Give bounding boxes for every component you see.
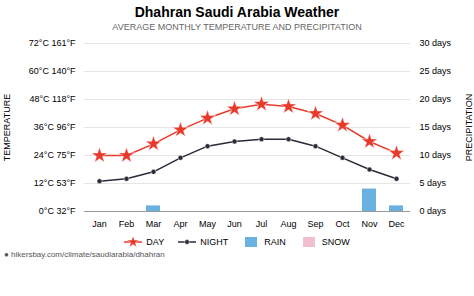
- svg-text:Sep: Sep: [307, 219, 323, 229]
- svg-text:Aug: Aug: [280, 219, 296, 229]
- svg-text:20 days: 20 days: [420, 94, 452, 104]
- svg-text:Apr: Apr: [173, 219, 187, 229]
- svg-text:Dec: Dec: [388, 219, 405, 229]
- svg-text:TEMPERATURE: TEMPERATURE: [2, 94, 12, 161]
- svg-text:Jul: Jul: [256, 219, 268, 229]
- svg-text:25 days: 25 days: [420, 66, 452, 76]
- svg-text:60°C 140°F: 60°C 140°F: [29, 66, 76, 76]
- svg-text:May: May: [199, 219, 217, 229]
- svg-text:Oct: Oct: [335, 219, 350, 229]
- svg-text:0 days: 0 days: [420, 206, 447, 216]
- html-text:DAY: DAY: [146, 237, 165, 247]
- svg-text:48°C 118°F: 48°C 118°F: [29, 94, 76, 104]
- svg-text:Feb: Feb: [119, 219, 135, 229]
- svg-text:30 days: 30 days: [420, 38, 452, 48]
- svg-text:Jun: Jun: [227, 219, 242, 229]
- html-text:NIGHT: NIGHT: [200, 237, 229, 247]
- svg-text:10 days: 10 days: [420, 150, 452, 160]
- svg-text:Mar: Mar: [146, 219, 162, 229]
- svg-text:PRECIPITATION: PRECIPITATION: [464, 94, 474, 162]
- svg-text:36°C 96°F: 36°C 96°F: [34, 122, 76, 132]
- svg-text:0°C 32°F: 0°C 32°F: [39, 206, 76, 216]
- html-text:Dhahran Saudi Arabia Weather: Dhahran Saudi Arabia Weather: [134, 4, 340, 20]
- svg-text:24°C 75°F: 24°C 75°F: [34, 150, 76, 160]
- svg-text:15 days: 15 days: [420, 122, 452, 132]
- html-text:RAIN: RAIN: [264, 237, 286, 247]
- svg-text:5 days: 5 days: [420, 178, 447, 188]
- html-text:AVERAGE MONTHLY TEMPERATURE AN: AVERAGE MONTHLY TEMPERATURE AND PRECIPIT…: [112, 22, 362, 32]
- html-text:● hikersbay.com/climate/saudia: ● hikersbay.com/climate/saudiarabia/dhah…: [4, 250, 165, 259]
- svg-text:12°C 53°F: 12°C 53°F: [34, 178, 76, 188]
- html-text:SNOW: SNOW: [321, 237, 350, 247]
- svg-text:72°C 161°F: 72°C 161°F: [29, 38, 76, 48]
- svg-text:Jan: Jan: [92, 219, 107, 229]
- svg-text:Nov: Nov: [361, 219, 378, 229]
